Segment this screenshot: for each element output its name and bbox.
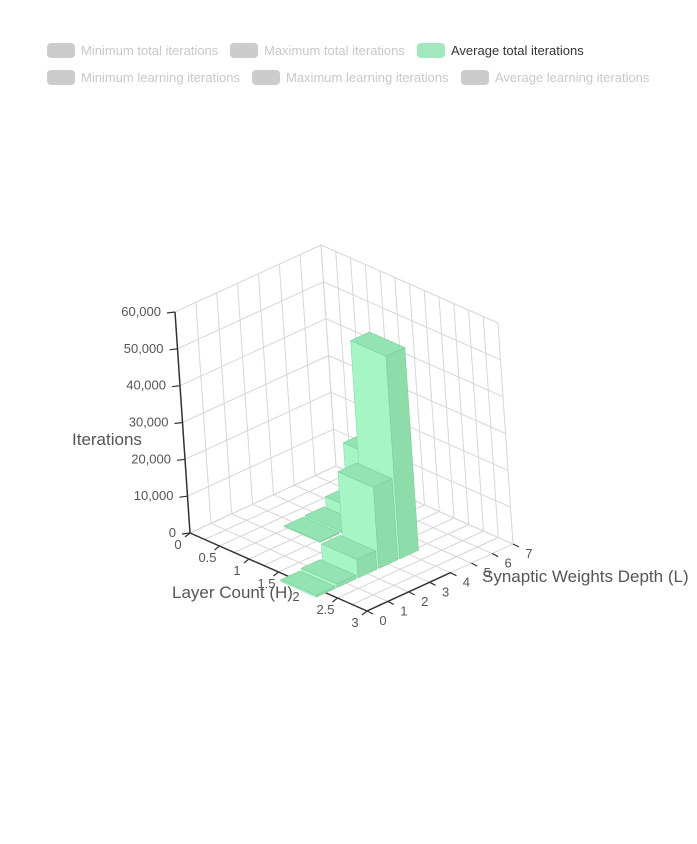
y-tick-mark <box>166 311 176 314</box>
chart-legend: Minimum total iterations Maximum total it… <box>0 0 697 100</box>
legend-swatch <box>230 43 258 58</box>
legend-swatch <box>417 43 445 58</box>
x-tick-label: 0 <box>174 537 181 552</box>
grid-line <box>179 318 327 387</box>
bar-layer <box>280 331 419 598</box>
z-tick-mark <box>408 591 415 596</box>
bar-top-face <box>280 570 336 596</box>
y-tick-label: 10,000 <box>134 488 174 503</box>
bar <box>320 534 378 579</box>
x-tick-mark <box>332 597 338 603</box>
legend-item[interactable]: Average learning iterations <box>461 70 649 85</box>
z-tick-label: 7 <box>525 546 532 561</box>
legend-item[interactable]: Maximum learning iterations <box>252 70 449 85</box>
grid-line <box>184 391 332 460</box>
axis-layer <box>166 311 520 616</box>
grid-line <box>231 513 409 593</box>
z-tick-label: 0 <box>379 613 386 628</box>
z-tick-label: 4 <box>463 575 470 590</box>
bar <box>280 570 336 598</box>
bar <box>300 559 357 588</box>
legend-swatch <box>461 70 489 85</box>
x-tick-label: 3 <box>351 615 358 630</box>
legend-label: Minimum total iterations <box>81 43 219 58</box>
grid-line <box>320 244 499 324</box>
z-tick-label: 2 <box>421 594 428 609</box>
grid-line <box>204 472 351 540</box>
z-tick-mark <box>366 610 374 615</box>
bar-top-face <box>300 559 357 585</box>
y-tick-label: 0 <box>169 525 176 540</box>
x-tick-label: 1 <box>233 563 240 578</box>
x-tick-label: 0.5 <box>198 550 216 565</box>
z-axis-title: Synaptic Weights Depth (L) <box>482 567 689 586</box>
y-tick-label: 40,000 <box>126 378 166 393</box>
bar-top-face <box>349 331 406 357</box>
y-tick-mark <box>169 348 178 351</box>
z-tick-mark <box>450 572 457 577</box>
z-tick-mark <box>491 553 499 558</box>
legend-item[interactable]: Maximum total iterations <box>230 43 405 58</box>
y-tick-label: 30,000 <box>129 415 169 430</box>
x-tick-mark <box>361 610 368 616</box>
grid-line <box>352 537 499 605</box>
y-axis-title: Iterations <box>72 430 142 449</box>
x-tick-mark <box>214 545 220 551</box>
x-tick-label: 2.5 <box>316 602 334 617</box>
legend-item[interactable]: Average total iterations <box>417 43 584 58</box>
legend-swatch <box>252 70 280 85</box>
x-tick-label: 1.5 <box>257 576 275 591</box>
grid-line <box>182 355 329 423</box>
z-tick-label: 5 <box>484 565 491 580</box>
x-tick-mark <box>243 558 250 564</box>
z-tick-label: 3 <box>442 584 449 599</box>
z-tick-mark <box>512 543 520 548</box>
legend-label: Average total iterations <box>451 43 584 58</box>
y-tick-mark <box>171 385 181 388</box>
bar-top-face <box>320 534 377 560</box>
y-tick-mark <box>176 458 186 461</box>
grid-line <box>325 318 504 398</box>
legend-label: Maximum learning iterations <box>286 70 449 85</box>
grid-line <box>189 465 337 534</box>
bar <box>283 516 340 543</box>
grid-line <box>174 244 322 313</box>
legend-swatch <box>47 43 75 58</box>
bar-top-face <box>283 516 340 542</box>
y-tick-mark <box>174 421 183 425</box>
z-tick-mark <box>429 581 436 586</box>
y-tick-mark <box>181 532 191 535</box>
legend-label: Average learning iterations <box>495 70 650 85</box>
z-tick-label: 6 <box>505 556 512 571</box>
label-layer: 0 10,000 20,000 30,000 40,000 50,000 60,000 0 0.… <box>72 304 689 630</box>
legend-item[interactable]: Minimum total iterations <box>47 43 218 58</box>
x-tick-mark <box>184 532 191 538</box>
y-tick-mark <box>179 495 188 498</box>
grid-line <box>177 281 324 350</box>
y-tick-label: 60,000 <box>121 304 161 319</box>
grid-line <box>210 522 389 602</box>
x-tick-mark <box>273 571 279 577</box>
legend-label: Maximum total iterations <box>264 43 405 58</box>
grid-line <box>323 281 501 361</box>
bar-top-face <box>337 462 393 488</box>
z-tick-mark <box>471 562 478 567</box>
grid-line <box>337 530 484 599</box>
legend-swatch <box>47 70 75 85</box>
legend-label: Minimum learning iterations <box>81 70 240 85</box>
z-tick-mark <box>387 600 395 605</box>
x-tick-label: 2 <box>292 589 299 604</box>
y-tick-label: 50,000 <box>124 341 164 356</box>
legend-item[interactable]: Minimum learning iterations <box>47 70 240 85</box>
grid-line <box>187 428 334 497</box>
y-tick-label: 20,000 <box>131 451 171 466</box>
x-axis-title: Layer Count (H) <box>172 583 293 602</box>
z-tick-label: 1 <box>400 603 407 618</box>
